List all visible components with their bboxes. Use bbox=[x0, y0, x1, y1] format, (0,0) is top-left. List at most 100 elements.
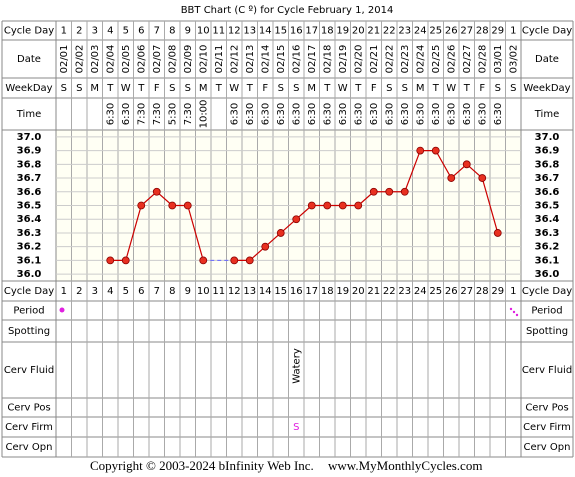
cycle-day: 16 bbox=[290, 26, 303, 37]
cycle-day: 14 bbox=[259, 286, 272, 297]
temp-point bbox=[106, 256, 115, 265]
weekday: T bbox=[106, 83, 114, 94]
time: 6:30 bbox=[493, 103, 504, 125]
date: 02/09 bbox=[183, 45, 194, 74]
cycle-day: 23 bbox=[398, 26, 411, 37]
weekday: F bbox=[154, 83, 160, 94]
time: 6:30 bbox=[384, 103, 395, 125]
time: 7:30 bbox=[136, 103, 147, 125]
time: 6:30 bbox=[229, 103, 240, 125]
cycle-day: 29 bbox=[491, 286, 504, 297]
weekday: T bbox=[246, 83, 254, 94]
weekday: T bbox=[354, 83, 362, 94]
chart-title: BBT Chart (C º) for Cycle February 1, 20… bbox=[181, 5, 394, 16]
time: 6:30 bbox=[415, 103, 426, 125]
cycle-day: 17 bbox=[305, 286, 318, 297]
y-tick-label: 36.6 bbox=[535, 187, 560, 198]
cycle-day: 14 bbox=[259, 26, 272, 37]
cycle-day: 27 bbox=[460, 286, 473, 297]
weekday: W bbox=[446, 83, 456, 94]
cycle-day: 7 bbox=[154, 26, 160, 37]
date: 02/17 bbox=[307, 45, 318, 74]
temp-point bbox=[400, 187, 409, 196]
date: 02/01 bbox=[59, 45, 70, 74]
date: 02/10 bbox=[198, 45, 209, 74]
cycle-day: 10 bbox=[197, 286, 210, 297]
date: 02/05 bbox=[121, 45, 132, 74]
time: 6:30 bbox=[431, 103, 442, 125]
cycle-day: 15 bbox=[274, 286, 287, 297]
temp-point bbox=[168, 201, 177, 210]
row-label: Date bbox=[535, 54, 559, 65]
cycle-day: 16 bbox=[290, 286, 303, 297]
cycle-day: 4 bbox=[107, 26, 113, 37]
spotting-mark bbox=[512, 310, 516, 314]
y-tick-label: 36.5 bbox=[535, 201, 560, 212]
weekday: M bbox=[199, 83, 208, 94]
temp-point bbox=[385, 187, 394, 196]
date: 02/28 bbox=[477, 45, 488, 74]
weekday: F bbox=[479, 83, 485, 94]
time: 6:30 bbox=[245, 103, 256, 125]
weekday: T bbox=[323, 83, 331, 94]
time: 6:30 bbox=[477, 103, 488, 125]
time: 5:30 bbox=[167, 103, 178, 125]
cycle-day: 21 bbox=[367, 26, 380, 37]
row-label: Cerv Pos bbox=[7, 403, 50, 414]
date: 02/20 bbox=[353, 45, 364, 74]
cycle-day: 6 bbox=[138, 286, 144, 297]
weekday: W bbox=[121, 83, 131, 94]
temp-point bbox=[152, 187, 161, 196]
cycle-day: 15 bbox=[274, 26, 287, 37]
weekday: S bbox=[76, 83, 82, 94]
cycle-day: 6 bbox=[138, 26, 144, 37]
date: 02/13 bbox=[245, 45, 256, 74]
date: 02/22 bbox=[384, 45, 395, 74]
cerv-fluid: Watery bbox=[291, 348, 302, 384]
weekday: M bbox=[307, 83, 316, 94]
cycle-day: 19 bbox=[336, 26, 349, 37]
temp-point bbox=[416, 146, 425, 155]
row-label: Cerv Firm bbox=[5, 422, 53, 433]
y-tick-label: 36.0 bbox=[535, 269, 560, 280]
row-label: Spotting bbox=[8, 326, 50, 337]
temp-point bbox=[199, 256, 208, 265]
row-label: Cerv Opn bbox=[524, 442, 571, 453]
cycle-day: 26 bbox=[445, 286, 458, 297]
row-label: Cerv Firm bbox=[523, 422, 571, 433]
cycle-day: 10 bbox=[197, 26, 210, 37]
row-label: Time bbox=[534, 109, 559, 120]
temp-point bbox=[230, 256, 239, 265]
date: 02/24 bbox=[415, 45, 426, 74]
cycle-day: 1 bbox=[510, 286, 516, 297]
cycle-day: 17 bbox=[305, 26, 318, 37]
row-label: Cerv Pos bbox=[525, 403, 568, 414]
date: 02/03 bbox=[90, 45, 101, 74]
time: 6:30 bbox=[446, 103, 457, 125]
cycle-day: 8 bbox=[169, 286, 175, 297]
temp-point bbox=[338, 201, 347, 210]
temp-point bbox=[137, 201, 146, 210]
y-tick-label: 36.2 bbox=[535, 242, 560, 253]
temp-point bbox=[354, 201, 363, 210]
row-label: Cycle Day bbox=[4, 286, 54, 297]
y-tick-label: 36.2 bbox=[17, 242, 42, 253]
weekday: T bbox=[215, 83, 223, 94]
weekday: M bbox=[416, 83, 425, 94]
time: 6:30 bbox=[121, 103, 132, 125]
time: 6:30 bbox=[462, 103, 473, 125]
date: 02/07 bbox=[152, 45, 163, 74]
date: 02/21 bbox=[369, 45, 380, 74]
cycle-day: 4 bbox=[107, 286, 113, 297]
date: 02/18 bbox=[322, 45, 333, 74]
temp-point bbox=[369, 187, 378, 196]
cycle-day: 19 bbox=[336, 286, 349, 297]
temp-point bbox=[323, 201, 332, 210]
time: 6:30 bbox=[105, 103, 116, 125]
y-tick-label: 36.7 bbox=[17, 173, 42, 184]
y-tick-label: 36.9 bbox=[535, 146, 560, 157]
cycle-day: 23 bbox=[398, 286, 411, 297]
cycle-day: 25 bbox=[429, 26, 442, 37]
row-label: Cycle Day bbox=[522, 26, 572, 37]
